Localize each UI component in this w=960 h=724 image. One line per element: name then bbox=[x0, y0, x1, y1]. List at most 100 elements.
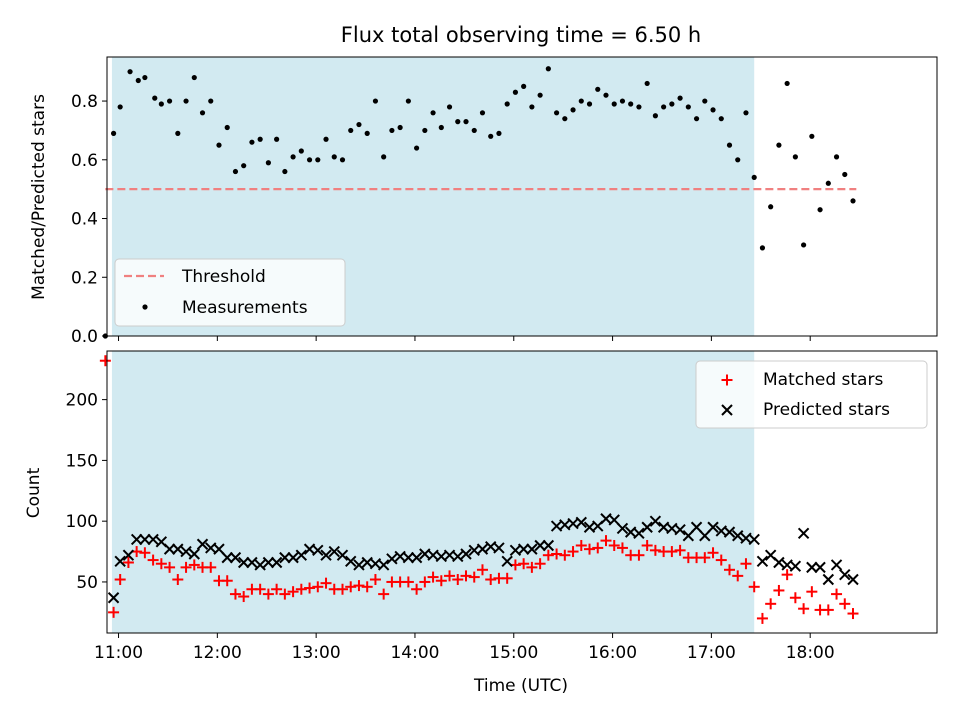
matched-star-point bbox=[781, 569, 793, 581]
predicted-star-point bbox=[172, 543, 184, 555]
matched-star-point bbox=[172, 574, 184, 586]
measurement-point bbox=[595, 86, 601, 92]
counts-axes-frame bbox=[106, 350, 938, 634]
measurement-point bbox=[685, 104, 691, 110]
measurement-point bbox=[224, 124, 230, 131]
ratio-legend-box bbox=[114, 258, 346, 327]
predicted-star-point bbox=[262, 556, 275, 569]
x-tick-label: 16:00 bbox=[588, 643, 637, 663]
measurement-point bbox=[257, 136, 263, 142]
measurement-point bbox=[265, 160, 271, 166]
ratio-panel: 0.00.20.40.60.8 Matched/Predicted stars … bbox=[29, 56, 938, 347]
matched-star-point bbox=[361, 581, 373, 593]
ratio-y-label: Matched/Predicted stars bbox=[29, 94, 49, 300]
measurement-point bbox=[702, 98, 708, 104]
predicted-star-point bbox=[682, 530, 695, 542]
legend-predicted-label: Predicted stars bbox=[763, 400, 890, 420]
measurement-point bbox=[693, 116, 700, 122]
predicted-star-point bbox=[575, 516, 587, 529]
count-y-label: Count bbox=[24, 467, 44, 518]
measurement-point bbox=[183, 98, 189, 104]
counts-legend: Matched stars Predicted stars bbox=[695, 360, 928, 429]
predicted-star-point bbox=[723, 526, 736, 538]
matched-star-point bbox=[435, 575, 447, 587]
measurement-point bbox=[603, 92, 609, 98]
predicted-star-point bbox=[122, 549, 135, 561]
predicted-star-point bbox=[320, 549, 332, 561]
matched-star-point bbox=[402, 576, 414, 588]
matched-star-point bbox=[534, 558, 546, 570]
measurement-point bbox=[339, 157, 346, 163]
predicted-star-point bbox=[386, 553, 398, 565]
predicted-star-point bbox=[707, 521, 719, 533]
measurement-point bbox=[611, 101, 617, 107]
matched-star-point bbox=[806, 586, 818, 598]
measurement-point bbox=[751, 174, 757, 181]
matched-star-point bbox=[789, 592, 801, 604]
x-tick-label: 15:00 bbox=[489, 643, 538, 663]
measurement-point bbox=[488, 133, 494, 139]
measurement-point bbox=[455, 119, 461, 125]
counts-panel: 11:00 12:00 13:00 14:00 15:00 16:00 17:00 18:00… bbox=[24, 350, 938, 696]
measurement-point bbox=[199, 110, 206, 116]
matched-star-point bbox=[740, 558, 752, 570]
measurement-point bbox=[570, 107, 576, 113]
matched-star-point bbox=[526, 561, 538, 573]
measurement-point bbox=[644, 80, 650, 87]
legend-measurements-swatch bbox=[142, 304, 148, 310]
measurement-point bbox=[306, 157, 313, 163]
observing-window-shade-bottom bbox=[111, 351, 755, 633]
matched-star-point bbox=[304, 582, 316, 594]
measurement-point bbox=[232, 168, 239, 175]
predicted-star-point bbox=[213, 543, 225, 555]
measurement-point bbox=[743, 110, 749, 116]
measurement-point bbox=[833, 154, 840, 160]
predicted-star-point bbox=[814, 561, 826, 574]
predicted-star-point bbox=[542, 539, 555, 552]
matched-star-point bbox=[485, 574, 497, 586]
predicted-star-point bbox=[328, 545, 340, 558]
matched-star-point bbox=[715, 554, 727, 566]
measurement-point bbox=[850, 198, 856, 204]
predicted-star-point bbox=[789, 560, 802, 572]
x-ticks-top bbox=[118, 336, 811, 341]
measurement-point bbox=[529, 104, 535, 110]
matched-star-point bbox=[353, 580, 365, 592]
predicted-star-point bbox=[476, 543, 489, 555]
matched-star-point bbox=[238, 591, 250, 603]
predicted-star-point bbox=[130, 533, 143, 546]
measurement-point bbox=[117, 104, 123, 110]
measurement-point bbox=[825, 180, 831, 186]
predicted-star-point bbox=[336, 549, 349, 561]
measurement-point bbox=[323, 136, 329, 142]
matched-star-point bbox=[122, 557, 134, 568]
measurement-point bbox=[512, 89, 519, 95]
matched-star-point bbox=[584, 543, 596, 555]
matched-star-point bbox=[312, 581, 324, 593]
measurement-point bbox=[471, 127, 477, 134]
measurement-point bbox=[364, 130, 370, 136]
measurement-point bbox=[842, 171, 848, 178]
predicted-star-point bbox=[345, 555, 357, 567]
predicted-star-point bbox=[402, 551, 415, 564]
measurement-point bbox=[661, 104, 667, 110]
matched-star-point bbox=[139, 547, 151, 559]
matched-star-point bbox=[674, 544, 686, 556]
measurement-point bbox=[792, 154, 798, 160]
measurement-point bbox=[372, 98, 379, 104]
matched-star-point bbox=[254, 583, 266, 595]
measurement-point bbox=[315, 157, 321, 163]
predicted-star-point bbox=[312, 544, 324, 557]
measurement-point bbox=[274, 136, 280, 142]
measurement-point bbox=[817, 207, 823, 213]
predicted-star-point bbox=[732, 530, 744, 542]
legend-measurements-label: Measurements bbox=[182, 298, 308, 318]
measurement-point bbox=[389, 127, 395, 134]
predicted-star-point bbox=[633, 527, 645, 540]
matched-star-point bbox=[221, 575, 233, 587]
measurement-point bbox=[562, 116, 568, 122]
ratio-axes-frame bbox=[106, 56, 938, 337]
predicted-star-point bbox=[526, 543, 538, 555]
predicted-star-point bbox=[756, 555, 769, 567]
matched-star-point bbox=[345, 581, 357, 593]
